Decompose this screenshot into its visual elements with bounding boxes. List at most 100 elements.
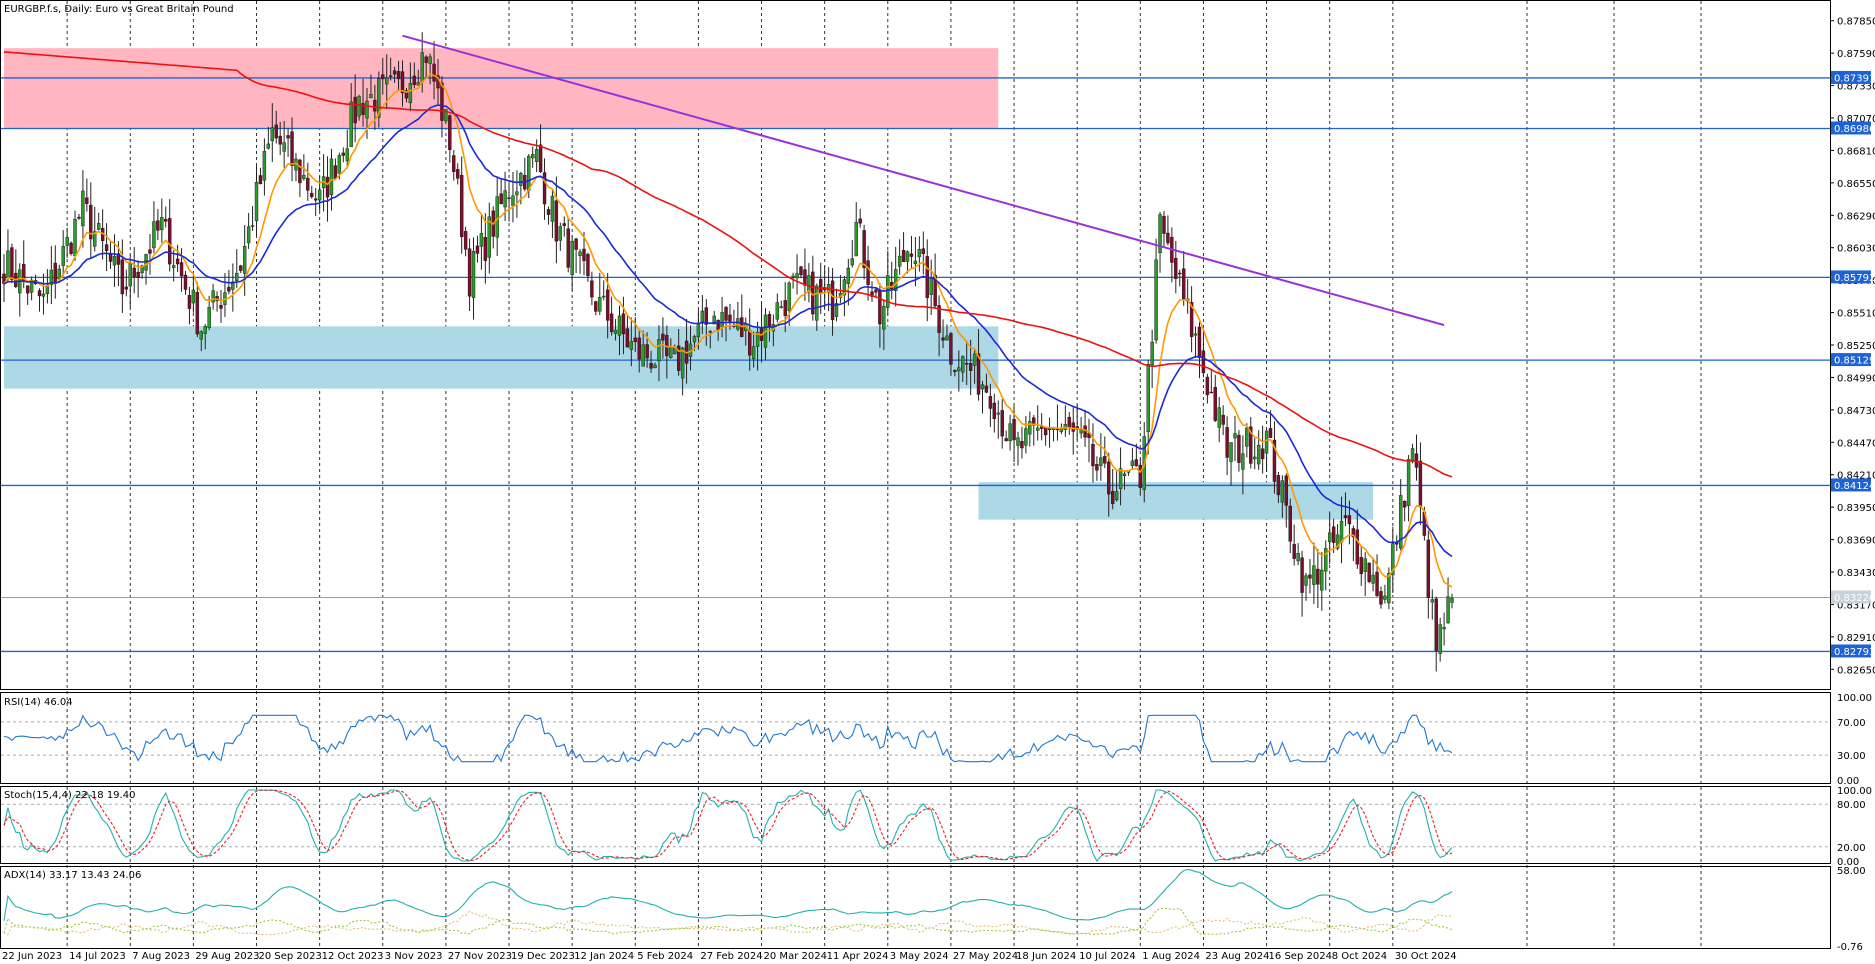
price-tick-label: 0.86810 [1837, 146, 1875, 157]
candle-body [333, 165, 338, 179]
candle-body [870, 291, 874, 297]
candle-body [621, 313, 626, 335]
candle-body [179, 262, 184, 277]
current-price-badge [1831, 590, 1871, 604]
time-tick-label: 5 Feb 2024 [637, 951, 693, 962]
candle-body [231, 281, 235, 290]
osc-axis-label: 20.00 [1837, 843, 1866, 854]
price-axis: 0.87850 0.87590 0.87330 0.87070 0.86810 0.865… [1830, 17, 1875, 676]
price-tick-label: 0.84990 [1837, 373, 1875, 384]
ma-mid-line [3, 104, 1453, 558]
candle-body [452, 155, 456, 172]
candle-body [716, 320, 720, 330]
level-badge [1831, 270, 1871, 284]
candle-body [1343, 515, 1348, 518]
candle-body [235, 272, 239, 281]
candle-body [819, 279, 823, 294]
candle-body [546, 209, 551, 215]
candle-body [1004, 438, 1008, 442]
candle-body [858, 218, 862, 224]
candle-body [862, 230, 866, 269]
candle-body [937, 305, 941, 333]
adx-panel: 58.00 -0.76 [3, 866, 1866, 953]
candle-body [676, 345, 681, 371]
candle-body [1225, 427, 1229, 458]
candle-body [594, 301, 598, 312]
candle-body [637, 337, 641, 360]
candle-body [341, 152, 346, 156]
candle-body [1028, 421, 1032, 435]
time-tick-label: 7 Aug 2023 [132, 951, 190, 962]
candle-body [25, 285, 30, 294]
candle-body [278, 135, 282, 145]
candle-body [613, 329, 618, 334]
time-tick-label: 12 Jan 2024 [574, 951, 634, 962]
candle-body [1150, 341, 1154, 366]
candle-body [1430, 599, 1434, 603]
time-tick-label: 27 May 2024 [953, 951, 1018, 962]
candle-body [1371, 574, 1375, 584]
candle-body [1253, 456, 1257, 460]
candle-body [262, 151, 267, 181]
candle-body [361, 103, 365, 115]
rsi-panel: 100.00 70.00 30.00 0.00 [1, 693, 1872, 787]
candle-body [1324, 548, 1328, 572]
candle-body [602, 295, 606, 298]
candle-body [1201, 350, 1206, 374]
candle-body [1193, 333, 1198, 336]
candle-body [456, 169, 460, 179]
candle-body [1024, 428, 1028, 446]
candle-body [598, 297, 602, 312]
candle-body [1221, 414, 1225, 425]
symbol-title: EURGBP.f.s, Daily: Euro vs Great Britain… [4, 4, 234, 15]
candle-body [680, 347, 685, 379]
candle-body [6, 250, 10, 278]
candle-body [479, 233, 484, 247]
candle-body [388, 75, 393, 77]
candle-body [211, 290, 215, 303]
candle-body [605, 289, 610, 321]
candle-body [61, 246, 65, 266]
candle-body [901, 250, 906, 263]
price-tick-label: 0.85250 [1837, 341, 1875, 352]
price-tick-label: 0.84210 [1837, 471, 1875, 482]
candle-body [566, 228, 570, 268]
price-tick-label: 0.87330 [1837, 82, 1875, 93]
moving-averages [3, 51, 1453, 588]
candle-body [1399, 495, 1403, 549]
candle-body [317, 189, 322, 201]
candle-body [1351, 528, 1356, 538]
price-tick-label: 0.86550 [1837, 179, 1875, 190]
candle-body [1107, 461, 1111, 495]
candle-body [1383, 595, 1387, 600]
candle-body [1209, 391, 1214, 394]
candle-body [511, 195, 515, 206]
candle-body [207, 307, 211, 328]
candle-body [1039, 426, 1044, 429]
candle-body [254, 182, 259, 221]
candle-body [187, 295, 192, 309]
candle-body [203, 326, 207, 334]
candle-body [913, 260, 918, 264]
candle-body [353, 96, 357, 124]
candle-body [534, 149, 539, 162]
candle-body [1103, 456, 1107, 464]
candle-body [385, 77, 389, 85]
candle-body [93, 231, 97, 247]
level-badge [1831, 478, 1871, 492]
time-tick-label: 22 Jun 2023 [2, 951, 62, 962]
candle-body [976, 353, 981, 395]
candle-body [633, 337, 637, 343]
candle-body [751, 346, 756, 360]
osc-axis-label: 0.00 [1837, 857, 1859, 868]
candle-body [1178, 272, 1182, 275]
candle-body [440, 82, 444, 121]
candle-body [191, 289, 196, 304]
candle-body [41, 293, 46, 297]
candle-body [708, 331, 712, 333]
candle-body [700, 310, 705, 322]
candle-body [274, 124, 278, 139]
time-tick-label: 10 Jul 2024 [1079, 951, 1136, 962]
price-tick-label: 0.84730 [1837, 406, 1875, 417]
